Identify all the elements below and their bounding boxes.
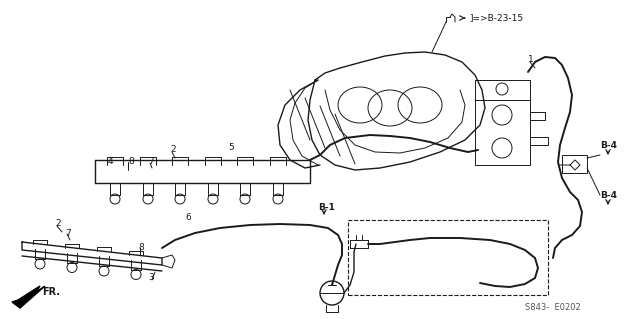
Bar — [348, 220, 548, 295]
Text: 5: 5 — [228, 143, 234, 152]
Text: 1: 1 — [528, 56, 534, 64]
Text: 6: 6 — [185, 213, 191, 222]
Bar — [562, 155, 587, 173]
Text: B-4: B-4 — [600, 140, 617, 150]
Text: 8: 8 — [138, 242, 144, 251]
Text: 2: 2 — [170, 145, 175, 154]
Text: FR.: FR. — [42, 287, 60, 297]
Text: 8: 8 — [128, 158, 134, 167]
Text: S843-  E0202: S843- E0202 — [525, 303, 580, 313]
Text: 3: 3 — [148, 273, 154, 283]
Polygon shape — [12, 286, 45, 308]
Text: B-1: B-1 — [318, 203, 335, 211]
Text: 7: 7 — [148, 158, 154, 167]
Text: 4: 4 — [108, 158, 114, 167]
Text: ]=>B-23-15: ]=>B-23-15 — [469, 13, 523, 23]
Text: 2: 2 — [55, 219, 61, 228]
Text: 7: 7 — [65, 228, 71, 238]
Text: B-4: B-4 — [600, 190, 617, 199]
